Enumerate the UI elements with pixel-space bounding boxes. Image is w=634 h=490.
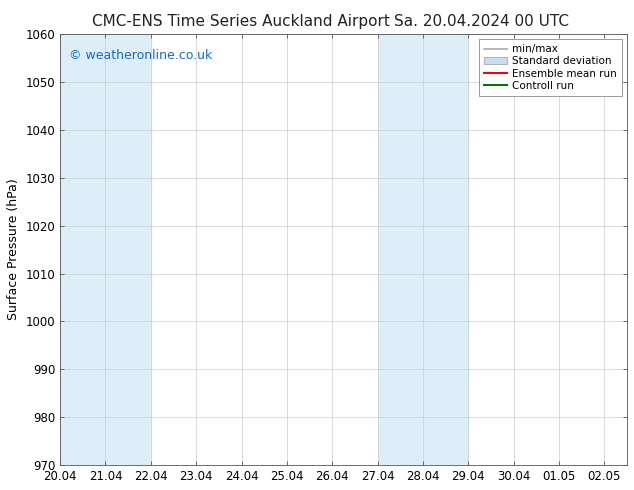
Text: CMC-ENS Time Series Auckland Airport: CMC-ENS Time Series Auckland Airport bbox=[92, 14, 390, 29]
Bar bbox=[60, 34, 151, 465]
Legend: min/max, Standard deviation, Ensemble mean run, Controll run: min/max, Standard deviation, Ensemble me… bbox=[479, 39, 622, 96]
Bar bbox=[378, 34, 469, 465]
Text: Sa. 20.04.2024 00 UTC: Sa. 20.04.2024 00 UTC bbox=[394, 14, 569, 29]
Y-axis label: Surface Pressure (hPa): Surface Pressure (hPa) bbox=[7, 179, 20, 320]
Text: © weatheronline.co.uk: © weatheronline.co.uk bbox=[68, 49, 212, 62]
